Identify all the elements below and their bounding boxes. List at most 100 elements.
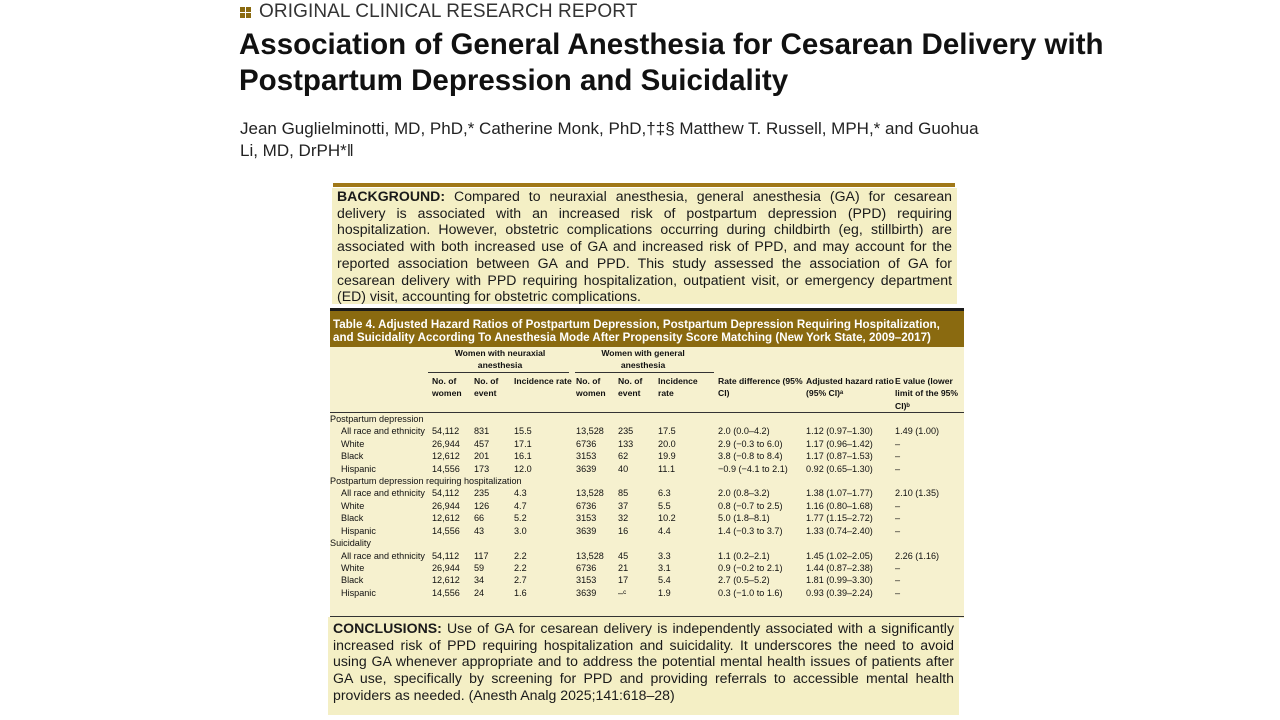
table-cell: 2.9 (−0.3 to 6.0): [718, 438, 783, 449]
abstract-top-rule: [333, 183, 955, 187]
table-cell: 54,112: [432, 550, 460, 561]
table-row: Black 12,612 34 2.7 3153 17 5.4 2.7 (0.5–5.2) 1.…: [330, 574, 964, 586]
table-cell: –: [895, 500, 901, 511]
table-row: Hispanic 14,556 24 1.6 3639 –ᶜ 1.9 0.3 (−1.0 to…: [330, 587, 964, 599]
table-cell: 0.9 (−0.2 to 2.1): [718, 562, 783, 573]
table-cell: 6736: [576, 438, 597, 449]
table-cell: 17: [618, 575, 629, 586]
table-cell: 59: [474, 562, 485, 573]
table-cell: −0.9 (−4.1 to 2.1): [718, 463, 788, 474]
table-cell: 1.33 (0.74–2.40): [806, 525, 873, 536]
table-cell: 201: [474, 451, 490, 462]
table-cell: 133: [618, 438, 634, 449]
table-row: All race and ethnicity 54,112 235 4.3 13,528…: [330, 487, 964, 499]
table-cell: 17.5: [658, 426, 676, 437]
background-abstract: BACKGROUND: Compared to neuraxial anesth…: [332, 188, 957, 304]
table-cell: 5.5: [658, 500, 671, 511]
table-cell: 4.7: [514, 500, 527, 511]
group-neuraxial-header: Women with neuraxial anesthesia: [454, 348, 546, 371]
table-cell: 3639: [576, 525, 597, 536]
table-row: White 26,944 457 17.1 6736 133 20.0 2.9 (−0.3 t…: [330, 438, 964, 450]
section-row: Suicidality: [330, 537, 964, 549]
section-name: Suicidality: [330, 538, 371, 549]
table-cell: 1.81 (0.99–3.30): [806, 575, 873, 586]
table-cell: Hispanic: [341, 587, 376, 598]
square-grid-icon: [240, 6, 251, 18]
table-cell: Hispanic: [341, 463, 376, 474]
table-cell: 1.38 (1.07–1.77): [806, 488, 873, 499]
group-general-header: Women with general anesthesia: [601, 348, 685, 371]
table-row: All race and ethnicity 54,112 117 2.2 13,528…: [330, 550, 964, 562]
table-cell: 3.1: [658, 562, 671, 573]
col-header-hazard-ratio: Adjusted hazard ratio (95% CI)ᵃ: [806, 374, 896, 414]
table-cell: 13,528: [576, 550, 604, 561]
article-title: Association of General Anesthesia for Ce…: [239, 28, 1104, 97]
table-cell: 4.3: [514, 488, 527, 499]
table-cell: 1.44 (0.87–2.38): [806, 562, 873, 573]
table-cell: 1.9: [658, 587, 671, 598]
col-header-rate-ga: Incidence rate: [658, 374, 715, 414]
table-cell: 457: [474, 438, 490, 449]
table-cell: –: [895, 525, 901, 536]
table-cell: 16.1: [514, 451, 532, 462]
table-cell: 13,528: [576, 426, 604, 437]
section-name: Postpartum depression: [330, 414, 424, 425]
table-cell: 12.0: [514, 463, 532, 474]
table-row: Hispanic 14,556 43 3.0 3639 16 4.4 1.4 (−0.3 to…: [330, 525, 964, 537]
table-cell: 3639: [576, 463, 597, 474]
col-header-women: No. of women: [428, 374, 474, 414]
table-cell: 5.0 (1.8–8.1): [718, 513, 770, 524]
author-list: Jean Guglielminotti, MD, PhD,* Catherine…: [240, 118, 1000, 162]
col-header-rate: Incidence rate: [514, 374, 573, 414]
table-cell: 26,944: [432, 438, 460, 449]
table-cell: Hispanic: [341, 525, 376, 536]
table-cell: 3.3: [658, 550, 671, 561]
col-header-e-value: E value (lower limit of the 95% CI)ᵇ: [895, 374, 964, 414]
table-cell: Black: [341, 513, 364, 524]
table-cell: Black: [341, 575, 364, 586]
table-cell: All race and ethnicity: [341, 550, 425, 561]
table-cell: 32: [618, 513, 629, 524]
table-cell: 2.10 (1.35): [895, 488, 940, 499]
table-cell: –: [895, 438, 901, 449]
section-row: Postpartum depression requiring hospital…: [330, 475, 964, 487]
table-cell: 14,556: [432, 525, 460, 536]
table-row: All race and ethnicity 54,112 831 15.5 13,52…: [330, 425, 964, 437]
table-cell: 4.4: [658, 525, 671, 536]
table-cell: 12,612: [432, 575, 460, 586]
table-cell: –: [895, 575, 901, 586]
table-cell: 126: [474, 500, 490, 511]
table-cell: 3639: [576, 587, 597, 598]
table-cell: 20.0: [658, 438, 676, 449]
table-cell: 26,944: [432, 562, 460, 573]
author-end-mark: ‖: [346, 141, 354, 160]
table-row: Black 12,612 66 5.2 3153 32 10.2 5.0 (1.8–8.1) 1…: [330, 512, 964, 524]
table-cell: 2.0 (0.0–4.2): [718, 426, 770, 437]
table-cell: 0.92 (0.65–1.30): [806, 463, 873, 474]
col-header-event: No. of event: [474, 374, 514, 414]
table-cell: All race and ethnicity: [341, 488, 425, 499]
table-cell: White: [341, 562, 365, 573]
section-label-text: ORIGINAL CLINICAL RESEARCH REPORT: [259, 1, 638, 22]
table-cell: 66: [474, 513, 485, 524]
table-row: White 26,944 59 2.2 6736 21 3.1 0.9 (−0.2 to 2.…: [330, 562, 964, 574]
table-cell: 37: [618, 500, 629, 511]
table-cell: 26,944: [432, 500, 460, 511]
col-header-event-ga: No. of event: [618, 374, 659, 414]
table-cell: 1.1 (0.2–2.1): [718, 550, 770, 561]
col-header-women-ga: No. of women: [572, 374, 619, 414]
table-cell: 62: [618, 451, 629, 462]
table-bottom-rule: [330, 616, 964, 617]
table-cell: 85: [618, 488, 629, 499]
section-label: ORIGINAL CLINICAL RESEARCH REPORT: [240, 0, 637, 24]
table-cell: 3153: [576, 575, 597, 586]
data-table: Women with neuraxial anesthesia Women wi…: [330, 347, 964, 599]
table-cell: 2.7 (0.5–5.2): [718, 575, 770, 586]
table-cell: 235: [618, 426, 634, 437]
table-cell: 11.1: [658, 463, 676, 474]
table-cell: 1.16 (0.80–1.68): [806, 500, 873, 511]
table-cell: 43: [474, 525, 485, 536]
table-cell: White: [341, 500, 365, 511]
table-cell: 54,112: [432, 426, 460, 437]
table-cell: 0.8 (−0.7 to 2.5): [718, 500, 783, 511]
